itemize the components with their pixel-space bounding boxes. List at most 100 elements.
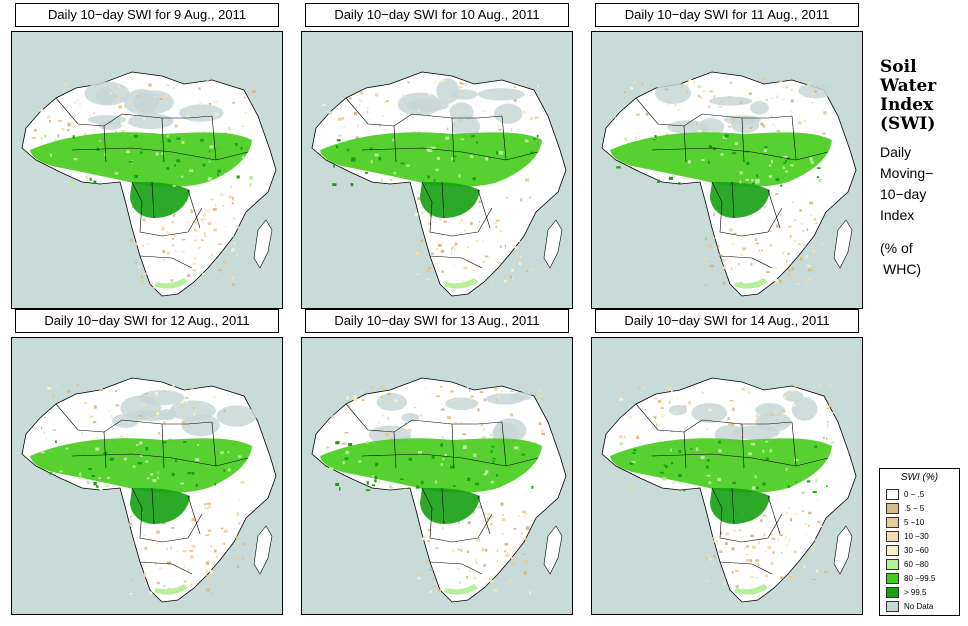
country-borders: [345, 403, 539, 575]
saturated-core: [420, 488, 480, 524]
legend-label: 0 − .5: [904, 490, 925, 499]
southern-coast-green: [444, 584, 478, 595]
wet-speckle: [40, 440, 245, 492]
saturated-core: [710, 182, 770, 218]
legend-item: > 99.5: [886, 586, 926, 599]
sidebar-description: Soil Water Index (SWI) Daily Moving− 10−…: [880, 58, 964, 280]
wet-speckle: [332, 135, 539, 188]
saturated-core: [130, 182, 190, 218]
legend-label: 5 −10: [904, 518, 925, 527]
legend-item: 10 −30: [886, 530, 929, 543]
legend-item: 5 −10: [886, 516, 924, 529]
heading-line: (SWI): [880, 114, 936, 134]
legend-swatch: [886, 601, 899, 612]
sea-region: [72, 32, 274, 84]
sea-region: [652, 338, 854, 390]
desc-line: Moving−: [880, 165, 934, 181]
map-panel-5: Daily 10−day SWI for 13 Aug., 2011: [301, 309, 573, 615]
saturated-core: [710, 488, 770, 524]
sea-region: [362, 338, 564, 390]
legend-swatch: [886, 489, 899, 500]
madagascar: [543, 525, 563, 575]
desc-line: 10−day: [880, 186, 927, 202]
legend: SWI (%) 0 − .5 .5 − 5 5 −10 10 −30 30 −6…: [879, 468, 960, 616]
map-panel-2: Daily 10−day SWI for 10 Aug., 2011: [301, 3, 573, 309]
africa-map: [11, 31, 283, 309]
legend-item: 0 − .5: [886, 488, 924, 501]
heading-line: Index: [880, 95, 934, 115]
southern-coast-green: [154, 584, 188, 595]
map-panel-3: Daily 10−day SWI for 11 Aug., 2011: [591, 3, 863, 309]
panel-title: Daily 10−day SWI for 12 Aug., 2011: [15, 309, 279, 333]
unit-line: (% of: [880, 240, 913, 256]
southern-coast-green: [444, 278, 478, 289]
legend-item: .5 − 5: [886, 502, 924, 515]
panel-title: Daily 10−day SWI for 14 Aug., 2011: [595, 309, 859, 333]
wet-sahel-belt: [320, 438, 542, 493]
legend-item: 60 −80: [886, 558, 929, 571]
panel-title: Daily 10−day SWI for 11 Aug., 2011: [595, 3, 859, 27]
legend-swatch: [886, 517, 899, 528]
no-data-patches: [668, 390, 818, 446]
legend-swatch: [886, 587, 899, 598]
saturated-core: [420, 182, 480, 218]
map-panel-6: Daily 10−day SWI for 14 Aug., 2011: [591, 309, 863, 615]
wet-sahel-belt: [30, 132, 252, 187]
africa-map: [301, 31, 573, 309]
legend-label: > 99.5: [904, 588, 927, 597]
country-borders: [345, 97, 539, 269]
unit-block: (% of WHC): [880, 238, 964, 280]
madagascar: [253, 219, 273, 269]
panel-title: Daily 10−day SWI for 10 Aug., 2011: [305, 3, 569, 27]
legend-label: 30 −60: [904, 546, 929, 555]
unit-line: WHC): [883, 261, 922, 277]
country-borders: [635, 403, 829, 575]
madagascar: [253, 525, 273, 575]
legend-item: 80 −99.5: [886, 572, 935, 585]
panel-title: Daily 10−day SWI for 13 Aug., 2011: [305, 309, 569, 333]
country-borders: [635, 97, 829, 269]
legend-swatch: [886, 503, 899, 514]
southern-coast-green: [734, 278, 768, 289]
legend-item: No Data: [886, 600, 933, 613]
southern-coast-green: [734, 584, 768, 595]
panel-title: Daily 10−day SWI for 9 Aug., 2011: [15, 3, 279, 27]
no-data-patches: [654, 82, 834, 136]
southern-coast-green: [154, 278, 188, 289]
dry-soil-speckle: [614, 78, 827, 288]
heading-line: Soil: [880, 57, 917, 77]
legend-swatch: [886, 573, 899, 584]
country-borders: [55, 403, 249, 575]
map-panel-1: Daily 10−day SWI for 9 Aug., 2011: [11, 3, 283, 309]
no-data-patches: [397, 78, 525, 139]
madagascar: [833, 525, 853, 575]
madagascar: [833, 219, 853, 269]
wet-sahel-belt: [30, 438, 252, 493]
wet-sahel-belt: [610, 132, 832, 187]
sea-region: [362, 32, 564, 84]
legend-label: No Data: [904, 602, 934, 611]
wet-sahel-belt: [610, 438, 832, 493]
legend-swatch: [886, 559, 899, 570]
wet-speckle: [616, 134, 822, 188]
sea-region: [652, 32, 854, 84]
legend-swatch: [886, 531, 899, 542]
africa-map: [591, 337, 863, 615]
desc-block: Daily Moving− 10−day Index: [880, 142, 964, 226]
legend-item: 30 −60: [886, 544, 929, 557]
heading-line: Water: [880, 76, 937, 96]
desc-line: Daily: [880, 144, 912, 160]
africa-map: [11, 337, 283, 615]
wet-sahel-belt: [320, 132, 542, 187]
wet-speckle: [619, 440, 835, 494]
desc-line: Index: [880, 207, 915, 223]
map-panel-4: Daily 10−day SWI for 12 Aug., 2011: [11, 309, 283, 615]
africa-map: [591, 31, 863, 309]
legend-label: 10 −30: [904, 532, 929, 541]
sea-region: [72, 338, 274, 390]
legend-label: .5 − 5: [904, 504, 925, 513]
wet-speckle: [326, 440, 534, 491]
legend-swatch: [886, 545, 899, 556]
madagascar: [543, 219, 563, 269]
legend-label: 60 −80: [904, 560, 929, 569]
